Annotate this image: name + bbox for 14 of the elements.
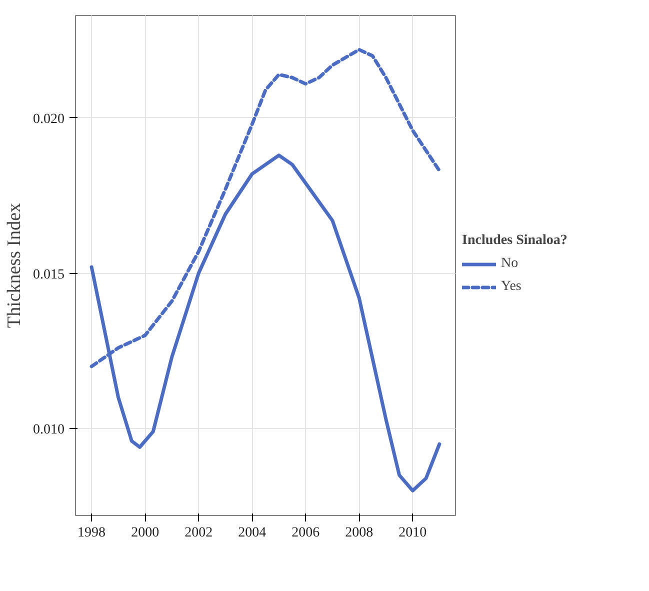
x-tick-label: 2004	[238, 526, 266, 540]
y-tick-label: 0.020	[33, 112, 64, 127]
x-tick-label: 2002	[184, 526, 213, 540]
x-tick-label: 2006	[292, 526, 320, 540]
x-tick-label: 2008	[345, 526, 374, 540]
y-tick-label: 0.010	[33, 422, 64, 438]
y-tick-label: 0.015	[33, 267, 64, 282]
x-tick-label: 2000	[131, 526, 160, 540]
x-tick-label: 2010	[398, 526, 427, 540]
legend-title: Includes Sinaloa?	[462, 233, 568, 249]
legend-label: Yes	[501, 279, 522, 295]
legend-label: No	[501, 256, 520, 272]
x-tick-label: 1998	[78, 526, 106, 540]
y-axis-title: Thickness Index	[4, 202, 25, 328]
